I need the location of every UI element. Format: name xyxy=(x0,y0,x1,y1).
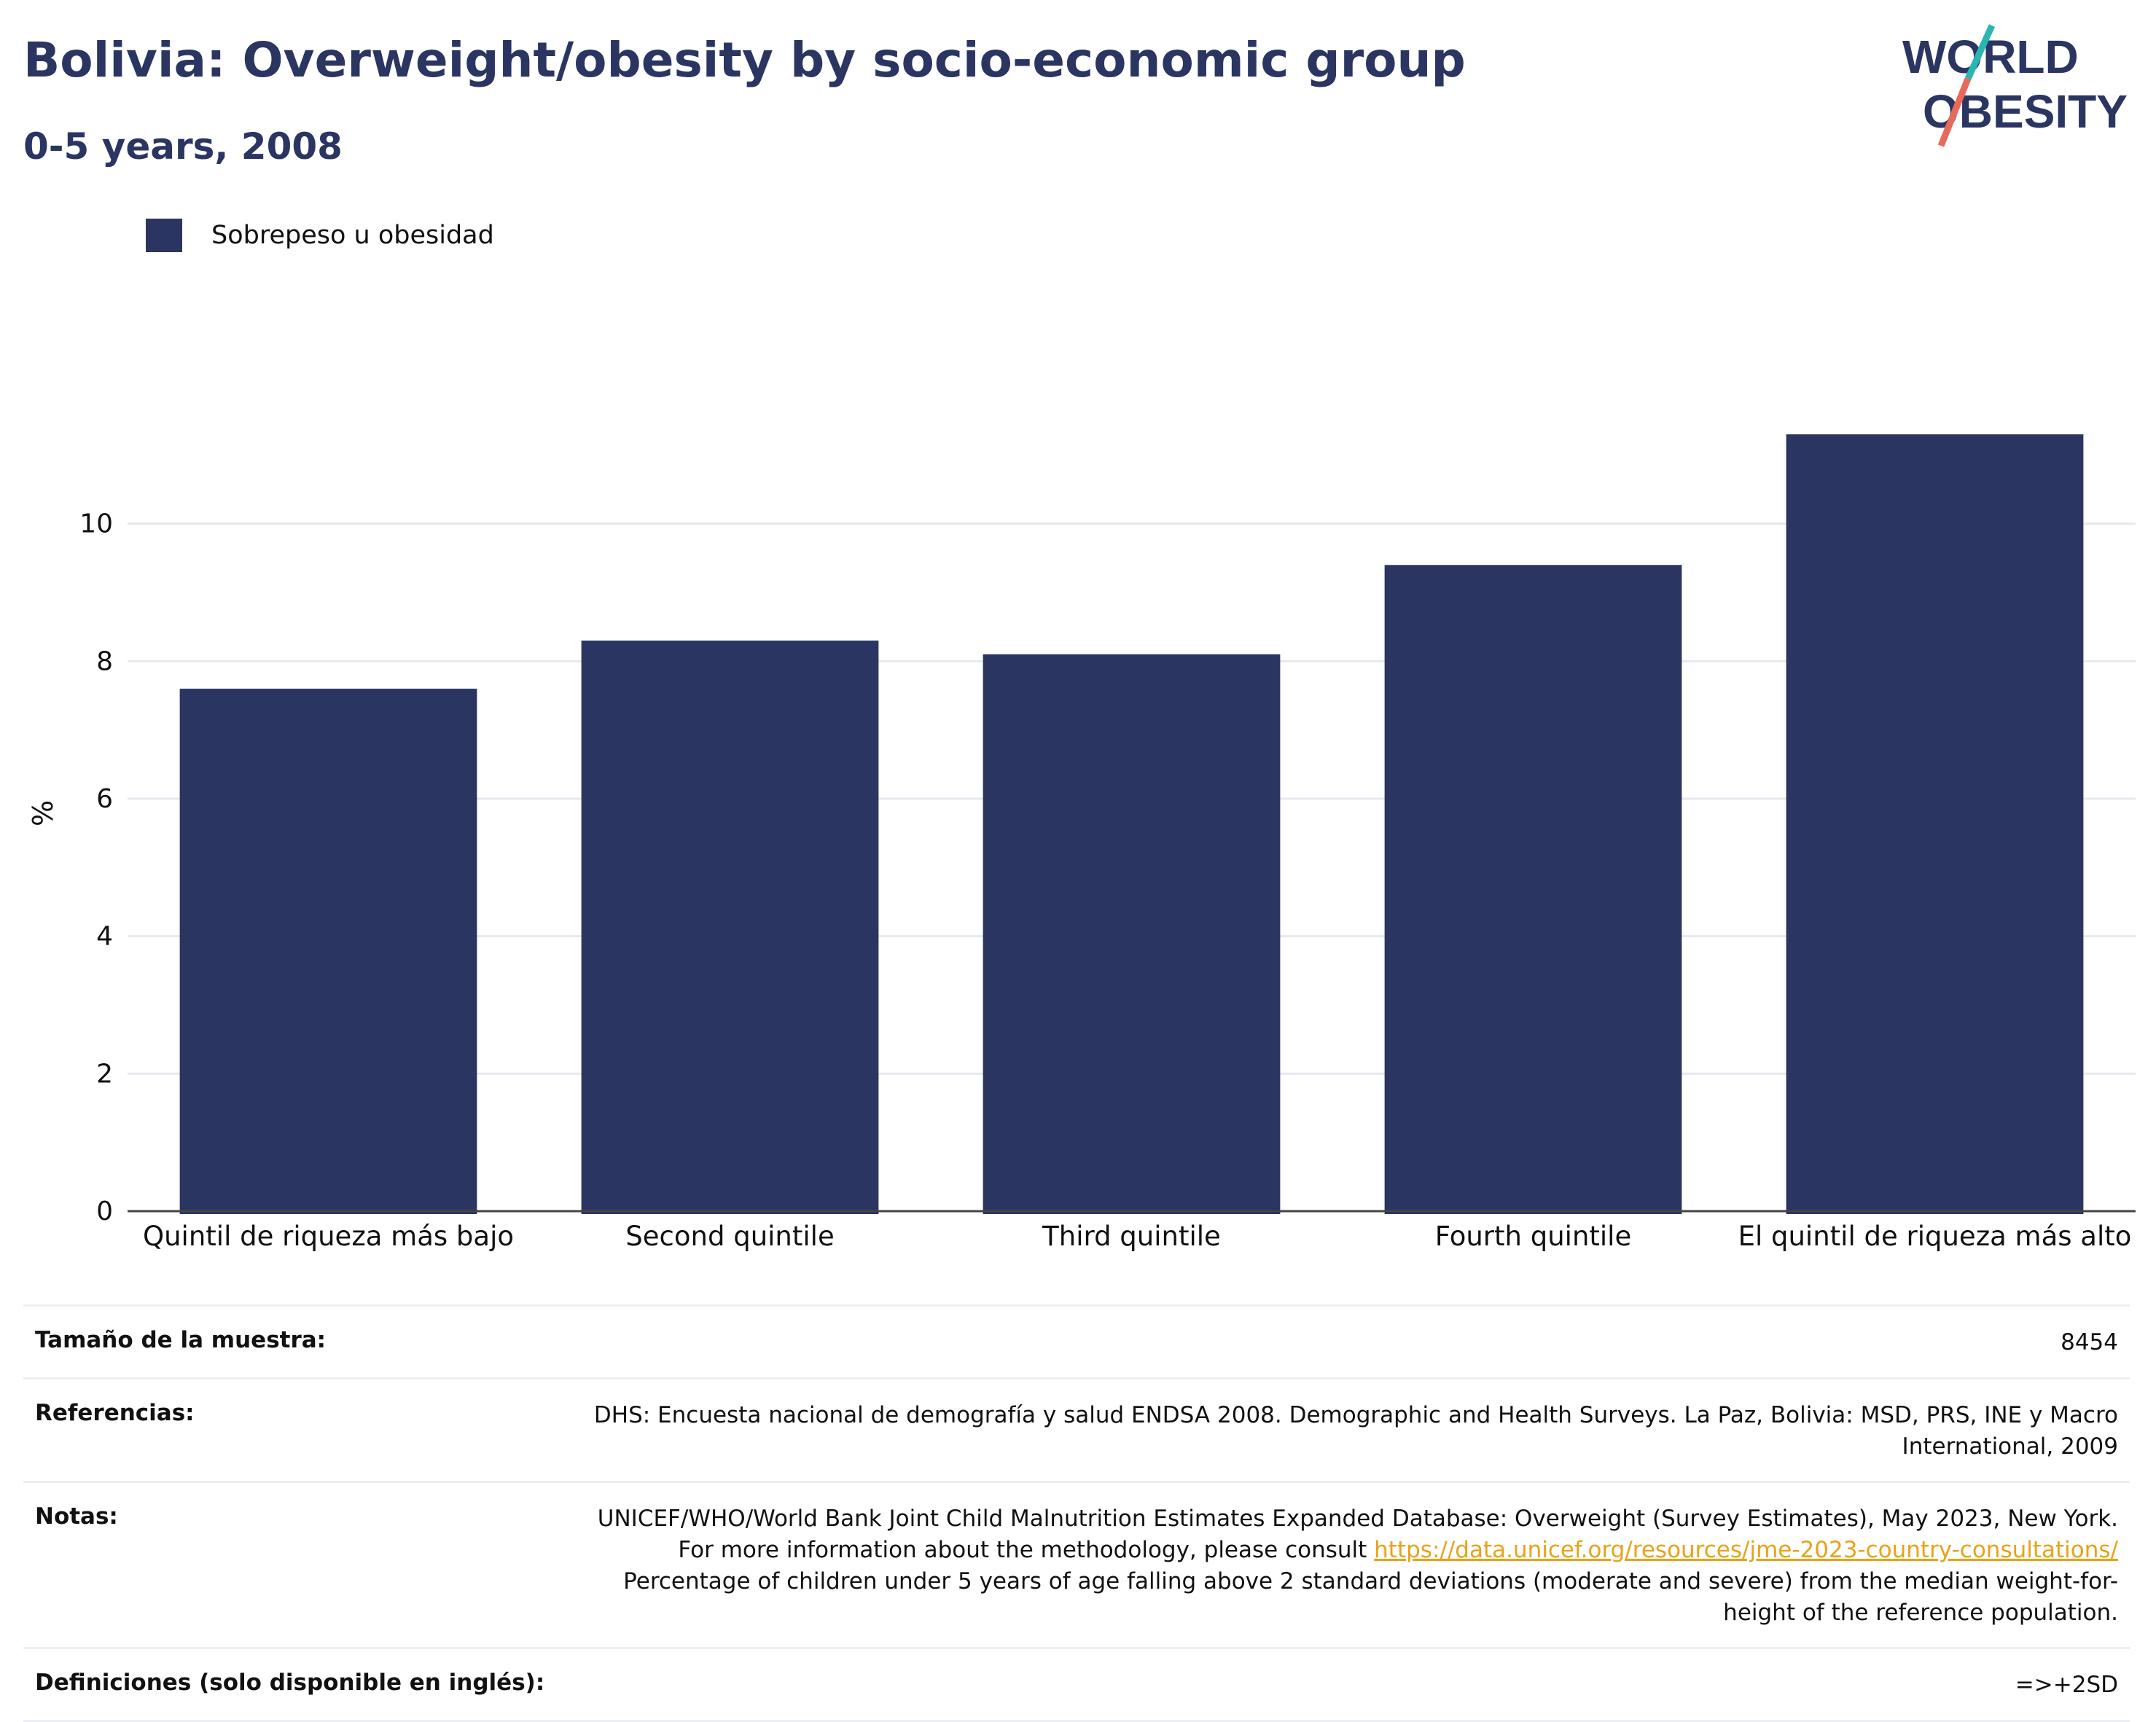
y-tick-label: 8 xyxy=(96,646,113,676)
page-title: Bolivia: Overweight/obesity by socio-eco… xyxy=(23,32,1466,88)
sample-size-value: 8454 xyxy=(2061,1329,2118,1355)
x-tick-label: Second quintile xyxy=(625,1221,834,1252)
sample-size-label: Tamaño de la muestra: xyxy=(35,1327,327,1353)
references-label: Referencias: xyxy=(35,1399,195,1426)
world-obesity-logo: WORLD OBESITY xyxy=(1902,24,2128,147)
legend-swatch xyxy=(146,219,182,252)
page-subtitle: 0-5 years, 2008 xyxy=(23,125,343,168)
y-tick-label: 0 xyxy=(96,1197,113,1226)
bar xyxy=(983,654,1281,1214)
bar xyxy=(581,641,879,1214)
legend-label: Sobrepeso u obesidad xyxy=(211,221,494,250)
y-axis-label: % xyxy=(27,800,59,826)
notes-value: UNICEF/WHO/World Bank Joint Child Malnut… xyxy=(573,1503,2118,1628)
y-tick-label: 6 xyxy=(96,784,113,814)
y-tick-label: 2 xyxy=(96,1059,113,1089)
sample-size-row: Tamaño de la muestra: 8454 xyxy=(23,1304,2130,1377)
chart-legend: Sobrepeso u obesidad xyxy=(146,219,494,252)
notes-label: Notas: xyxy=(35,1503,118,1530)
x-tick-label: El quintil de riqueza más alto xyxy=(1738,1221,2132,1252)
methodology-link[interactable]: https://data.unicef.org/resources/jme-20… xyxy=(1374,1537,2118,1564)
bar xyxy=(179,689,477,1214)
x-tick-label: Fourth quintile xyxy=(1435,1221,1631,1252)
logo-slash-teal xyxy=(1964,24,1996,80)
bar-chart: 0 2 4 6 8 10% Quintil de riqueza más bajo Secon… xyxy=(27,434,2136,1252)
logo-line1: WORLD xyxy=(1902,31,2079,83)
logo-slash-coral xyxy=(1937,77,1972,147)
definitions-label: Definiciones (solo disponible en inglés)… xyxy=(35,1670,545,1696)
x-tick-label: Third quintile xyxy=(1042,1221,1221,1252)
notes-text-1: UNICEF/WHO/World Bank Joint Child Malnut… xyxy=(597,1506,2118,1564)
definitions-row: Definiciones (solo disponible en inglés)… xyxy=(23,1647,2130,1722)
x-tick-label: Quintil de riqueza más bajo xyxy=(143,1221,514,1252)
bar xyxy=(1384,565,1682,1214)
notes-row: Notas: UNICEF/WHO/World Bank Joint Child… xyxy=(23,1481,2130,1647)
bar xyxy=(1786,434,2084,1214)
references-row: Referencias: DHS: Encuesta nacional de d… xyxy=(23,1377,2130,1482)
metadata-table: Tamaño de la muestra: 8454 Referencias: … xyxy=(23,1304,2130,1722)
definitions-value: =>+2SD xyxy=(2015,1672,2118,1699)
references-value: DHS: Encuesta nacional de demografía y s… xyxy=(593,1401,2118,1460)
y-tick-label: 4 xyxy=(96,922,113,952)
notes-text-2: Percentage of children under 5 years of … xyxy=(623,1568,2118,1626)
y-tick-label: 10 xyxy=(79,509,113,539)
